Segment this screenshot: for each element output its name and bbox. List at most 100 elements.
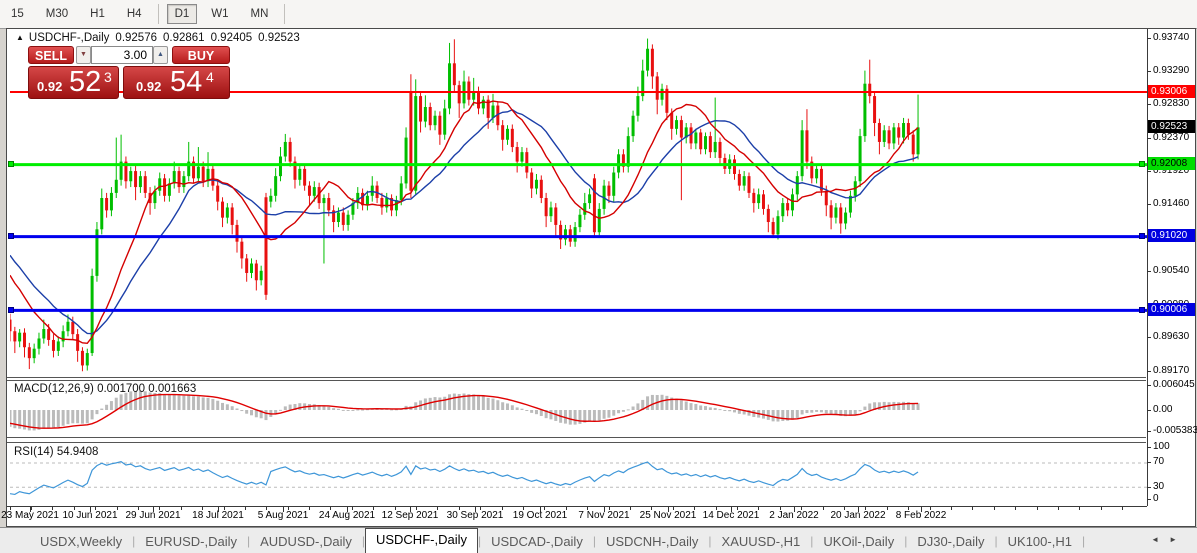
macd-histogram-bar bbox=[675, 398, 679, 410]
macd-histogram-bar bbox=[143, 391, 147, 410]
date-minor-tick bbox=[908, 507, 909, 510]
line-drag-handle[interactable] bbox=[8, 161, 14, 167]
macd-histogram-bar bbox=[554, 410, 558, 421]
candlestick bbox=[47, 329, 51, 340]
macd-histogram-bar bbox=[496, 400, 500, 410]
chart-tab-ukoil-daily[interactable]: UKOil-,Daily bbox=[823, 534, 895, 549]
candlestick bbox=[626, 136, 630, 167]
sell-price-box[interactable]: 0.92 52 3 bbox=[28, 66, 119, 99]
candlestick bbox=[356, 192, 360, 204]
macd-histogram-bar bbox=[539, 410, 543, 416]
macd-histogram-bar bbox=[259, 410, 263, 419]
candlestick bbox=[192, 161, 196, 179]
candlestick bbox=[530, 172, 534, 189]
date-minor-tick bbox=[159, 507, 160, 510]
candlestick bbox=[163, 178, 167, 196]
macd-panel-splitter[interactable] bbox=[7, 377, 1146, 381]
timeframe-button-m30[interactable]: M30 bbox=[45, 8, 69, 20]
macd-histogram-bar bbox=[704, 406, 708, 410]
timeframe-button-mn[interactable]: MN bbox=[250, 8, 269, 20]
macd-histogram-bar bbox=[626, 409, 630, 411]
chart-tab-usdx-weekly[interactable]: USDX,Weekly bbox=[40, 534, 123, 549]
macd-histogram-bar bbox=[187, 395, 191, 410]
candlestick bbox=[274, 176, 278, 196]
candlestick bbox=[196, 166, 200, 179]
volume-increase-button[interactable]: ▲ bbox=[153, 46, 168, 64]
date-minor-tick bbox=[117, 507, 118, 510]
date-minor-tick bbox=[480, 507, 481, 510]
candlestick bbox=[824, 190, 828, 206]
macd-histogram-bar bbox=[819, 410, 823, 413]
macd-histogram-bar bbox=[240, 410, 244, 412]
macd-histogram-bar bbox=[332, 408, 336, 410]
macd-histogram-bar bbox=[85, 410, 89, 424]
macd-tick-label: -0.005383 bbox=[1153, 425, 1197, 436]
buy-price-box[interactable]: 0.92 54 4 bbox=[123, 66, 230, 99]
line-drag-handle[interactable] bbox=[8, 307, 14, 313]
candlestick bbox=[520, 152, 524, 162]
macd-histogram-bar bbox=[771, 410, 775, 422]
chart-tab-audusd-daily[interactable]: AUDUSD-,Daily bbox=[260, 534, 352, 549]
tab-separator: | bbox=[1081, 534, 1086, 548]
tab-scroll-left-icon[interactable]: ◄ bbox=[1151, 535, 1170, 544]
candlestick bbox=[66, 321, 70, 332]
candlestick bbox=[414, 96, 418, 191]
chart-tab-usdcad-daily[interactable]: USDCAD-,Daily bbox=[491, 534, 583, 549]
date-label: 25 Nov 2021 bbox=[639, 510, 697, 521]
buy-price-main: 54 bbox=[170, 66, 203, 98]
candlestick bbox=[737, 173, 741, 186]
macd-histogram-bar bbox=[298, 403, 302, 410]
line-drag-handle[interactable] bbox=[1139, 161, 1145, 167]
macd-histogram-bar bbox=[863, 406, 867, 410]
macd-histogram-bar bbox=[10, 410, 12, 427]
date-tick-mark bbox=[540, 507, 541, 512]
chart-tab-usdcnh-daily[interactable]: USDCNH-,Daily bbox=[605, 534, 699, 549]
collapse-panel-icon[interactable]: ▲ bbox=[16, 33, 24, 42]
rsi-panel-splitter[interactable] bbox=[7, 437, 1146, 443]
macd-histogram-bar bbox=[76, 410, 80, 424]
date-minor-tick bbox=[1058, 507, 1059, 510]
macd-histogram-bar bbox=[588, 410, 592, 422]
candlestick bbox=[71, 321, 75, 335]
date-minor-tick bbox=[10, 507, 11, 510]
macd-histogram-bar bbox=[235, 408, 239, 410]
macd-tick-label: 0.00 bbox=[1153, 404, 1173, 415]
candlestick bbox=[298, 168, 302, 180]
main-chart-canvas[interactable] bbox=[10, 30, 1147, 378]
macd-canvas[interactable] bbox=[10, 381, 1147, 437]
buy-button[interactable]: BUY bbox=[172, 46, 230, 64]
timeframe-button-w1[interactable]: W1 bbox=[211, 8, 229, 20]
volume-decrease-button[interactable]: ▼ bbox=[76, 46, 91, 64]
candlestick bbox=[689, 127, 693, 144]
chart-tab-uk100-h1[interactable]: UK100-,H1 bbox=[1007, 534, 1072, 549]
chart-tab-usdchf-daily[interactable]: USDCHF-,Daily bbox=[364, 528, 478, 553]
date-minor-tick bbox=[138, 507, 139, 510]
line-drag-handle[interactable] bbox=[1139, 307, 1145, 313]
chart-tab-eurusd-daily[interactable]: EURUSD-,Daily bbox=[145, 534, 237, 549]
candlestick bbox=[544, 197, 548, 217]
candlestick bbox=[805, 130, 809, 162]
timeframe-button-d1[interactable]: D1 bbox=[166, 4, 198, 24]
chart-tab-xauusd-h1[interactable]: XAUUSD-,H1 bbox=[721, 534, 801, 549]
candlestick bbox=[254, 263, 258, 281]
candlestick bbox=[423, 106, 427, 122]
date-label: 23 May 2021 bbox=[1, 510, 59, 521]
rsi-canvas[interactable] bbox=[10, 443, 1147, 506]
date-minor-tick bbox=[566, 507, 567, 510]
date-minor-tick bbox=[865, 507, 866, 510]
timeframe-button-h4[interactable]: H4 bbox=[126, 8, 142, 20]
candlestick bbox=[636, 96, 640, 116]
price-tick-mark bbox=[1147, 71, 1151, 72]
macd-histogram-bar bbox=[221, 402, 225, 410]
chart-tab-dj30-daily[interactable]: DJ30-,Daily bbox=[917, 534, 985, 549]
volume-input[interactable]: 3.00 bbox=[91, 46, 153, 64]
tab-scroll-right-icon[interactable]: ► bbox=[1169, 535, 1187, 544]
line-drag-handle[interactable] bbox=[1139, 233, 1145, 239]
timeframe-button-15[interactable]: 15 bbox=[11, 8, 24, 20]
sell-button[interactable]: SELL bbox=[28, 46, 74, 64]
timeframe-button-h1[interactable]: H1 bbox=[90, 8, 105, 20]
candlestick bbox=[684, 127, 688, 138]
date-tick-mark bbox=[410, 507, 411, 512]
macd-histogram-bar bbox=[699, 405, 703, 410]
line-drag-handle[interactable] bbox=[8, 233, 14, 239]
